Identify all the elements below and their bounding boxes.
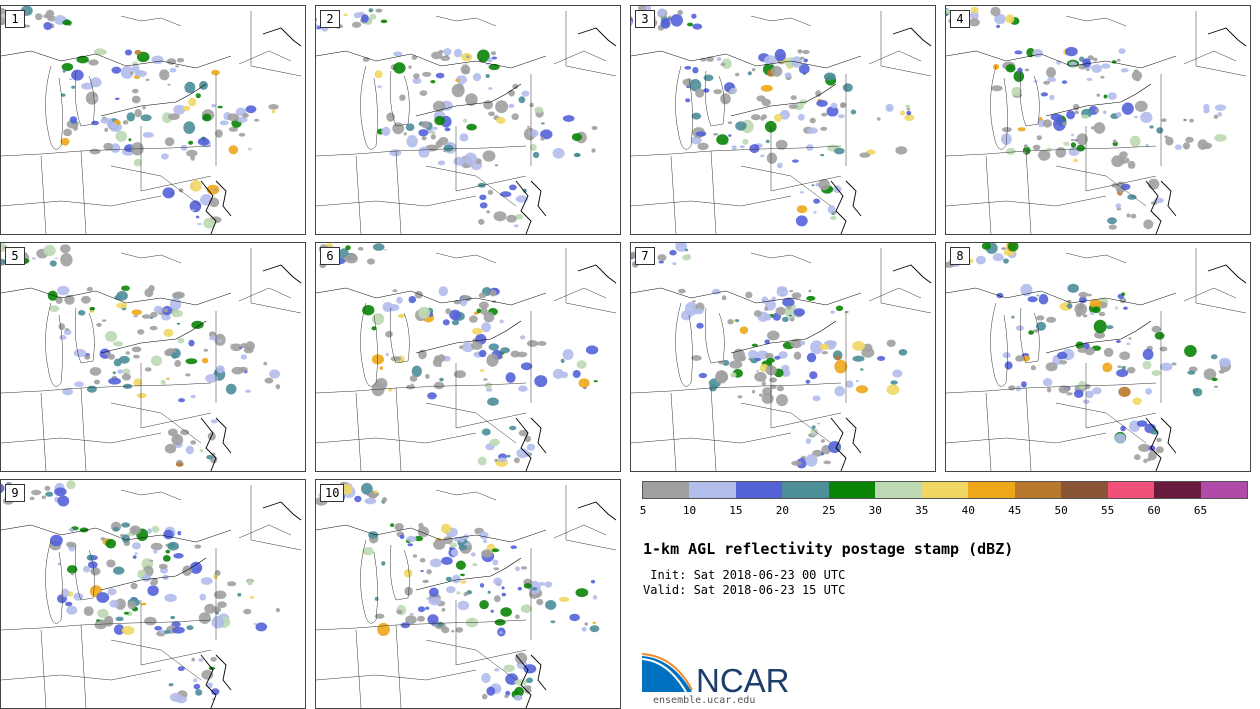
- basemap-boundaries: [316, 485, 617, 708]
- colorbar-segment: [1200, 482, 1248, 498]
- member-number-label: 4: [950, 10, 970, 28]
- reflectivity-echoes: [631, 243, 908, 469]
- colorbar-tick-label: 40: [961, 504, 975, 517]
- member-panel-1: 1: [0, 5, 306, 235]
- reflectivity-map: [316, 8, 617, 234]
- member-number-label: 3: [635, 10, 655, 28]
- colorbar-segment: [875, 482, 922, 498]
- member-number-label: 6: [320, 247, 340, 265]
- colorbar-segment: [828, 482, 876, 498]
- reflectivity-map: [1, 243, 302, 471]
- reflectivity-map: [946, 243, 1247, 471]
- member-number-label: 10: [320, 484, 345, 502]
- colorbar-segment: [782, 482, 829, 498]
- basemap-boundaries: [316, 248, 617, 471]
- basemap-boundaries: [946, 248, 1247, 471]
- member-number-label: 1: [5, 10, 25, 28]
- colorbar-segment: [643, 482, 690, 498]
- member-panel-9: 9: [0, 479, 306, 709]
- ncar-logo: NCAR: [642, 653, 790, 696]
- reflectivity-echoes: [316, 8, 598, 228]
- colorbar-segment: [968, 482, 1015, 498]
- colorbar-segment: [1061, 482, 1108, 498]
- reflectivity-map: [1, 6, 302, 234]
- basemap-boundaries: [1, 248, 302, 471]
- member-number-label: 5: [5, 247, 25, 265]
- member-number-label: 9: [5, 484, 25, 502]
- basemap-boundaries: [316, 11, 617, 234]
- colorbar-strip: [642, 481, 1248, 499]
- member-number-label: 7: [635, 247, 655, 265]
- reflectivity-echoes: [318, 243, 599, 467]
- colorbar-tick-label: 10: [682, 504, 697, 517]
- member-panel-6: 6: [315, 242, 621, 472]
- colorbar-segment: [1154, 482, 1201, 498]
- colorbar-tick-label: 20: [775, 504, 789, 517]
- member-number-label: 8: [950, 247, 970, 265]
- basemap-boundaries: [631, 248, 932, 471]
- colorbar-segment: [735, 482, 783, 498]
- init-time: Init: Sat 2018-06-23 00 UTC: [643, 568, 846, 582]
- colorbar-segment: [1014, 482, 1062, 498]
- colorbar-tick-label: 15: [729, 504, 743, 517]
- basemap-boundaries: [946, 11, 1247, 234]
- member-panel-8: 8: [945, 242, 1251, 472]
- member-panel-4: 4: [945, 5, 1251, 235]
- colorbar-tick-label: 5: [639, 504, 647, 517]
- member-panel-5: 5: [0, 242, 306, 472]
- reflectivity-map: [316, 243, 617, 471]
- basemap-boundaries: [1, 11, 302, 234]
- colorbar-segment: [1107, 482, 1155, 498]
- colorbar-tick-label: 55: [1100, 504, 1115, 517]
- basemap-boundaries: [631, 11, 932, 234]
- colorbar: 5 10 15 20 25 30 35 40 45 50 55 60 65: [639, 481, 1248, 521]
- reflectivity-map: [631, 243, 932, 471]
- member-panel-2: 2: [315, 5, 621, 235]
- member-panel-10: 10: [315, 479, 621, 709]
- member-number-label: 2: [320, 10, 340, 28]
- colorbar-tick-label: 60: [1147, 504, 1161, 517]
- reflectivity-echoes: [946, 243, 1231, 464]
- colorbar-tick-labels: 5 10 15 20 25 30 35 40 45 50 55 60 65: [639, 504, 1248, 518]
- colorbar-tick-label: 30: [868, 504, 882, 517]
- ncar-logo-text: NCAR: [696, 662, 790, 696]
- reflectivity-map: [316, 481, 617, 708]
- reflectivity-echoes: [631, 6, 915, 227]
- member-panel-7: 7: [630, 242, 936, 472]
- reflectivity-echoes: [1, 243, 281, 467]
- reflectivity-echoes: [1, 480, 280, 704]
- logo-url: ensemble.ucar.edu: [653, 695, 756, 706]
- reflectivity-echoes: [1, 6, 279, 229]
- reflectivity-map: [631, 6, 932, 234]
- basemap-boundaries: [1, 485, 302, 708]
- colorbar-tick-label: 35: [915, 504, 929, 517]
- colorbar-segment: [921, 482, 969, 498]
- valid-time: Valid: Sat 2018-06-23 15 UTC: [643, 583, 846, 597]
- colorbar-tick-label: 50: [1054, 504, 1068, 517]
- colorbar-tick-label: 25: [822, 504, 836, 517]
- reflectivity-map: [946, 6, 1247, 234]
- figure-title: 1-km AGL reflectivity postage stamp (dBZ…: [643, 540, 1014, 558]
- colorbar-tick-label: 45: [1008, 504, 1022, 517]
- member-panel-3: 3: [630, 5, 936, 235]
- colorbar-segment: [689, 482, 736, 498]
- reflectivity-echoes: [946, 6, 1227, 230]
- reflectivity-map: [1, 480, 302, 708]
- colorbar-tick-label: 65: [1193, 504, 1208, 517]
